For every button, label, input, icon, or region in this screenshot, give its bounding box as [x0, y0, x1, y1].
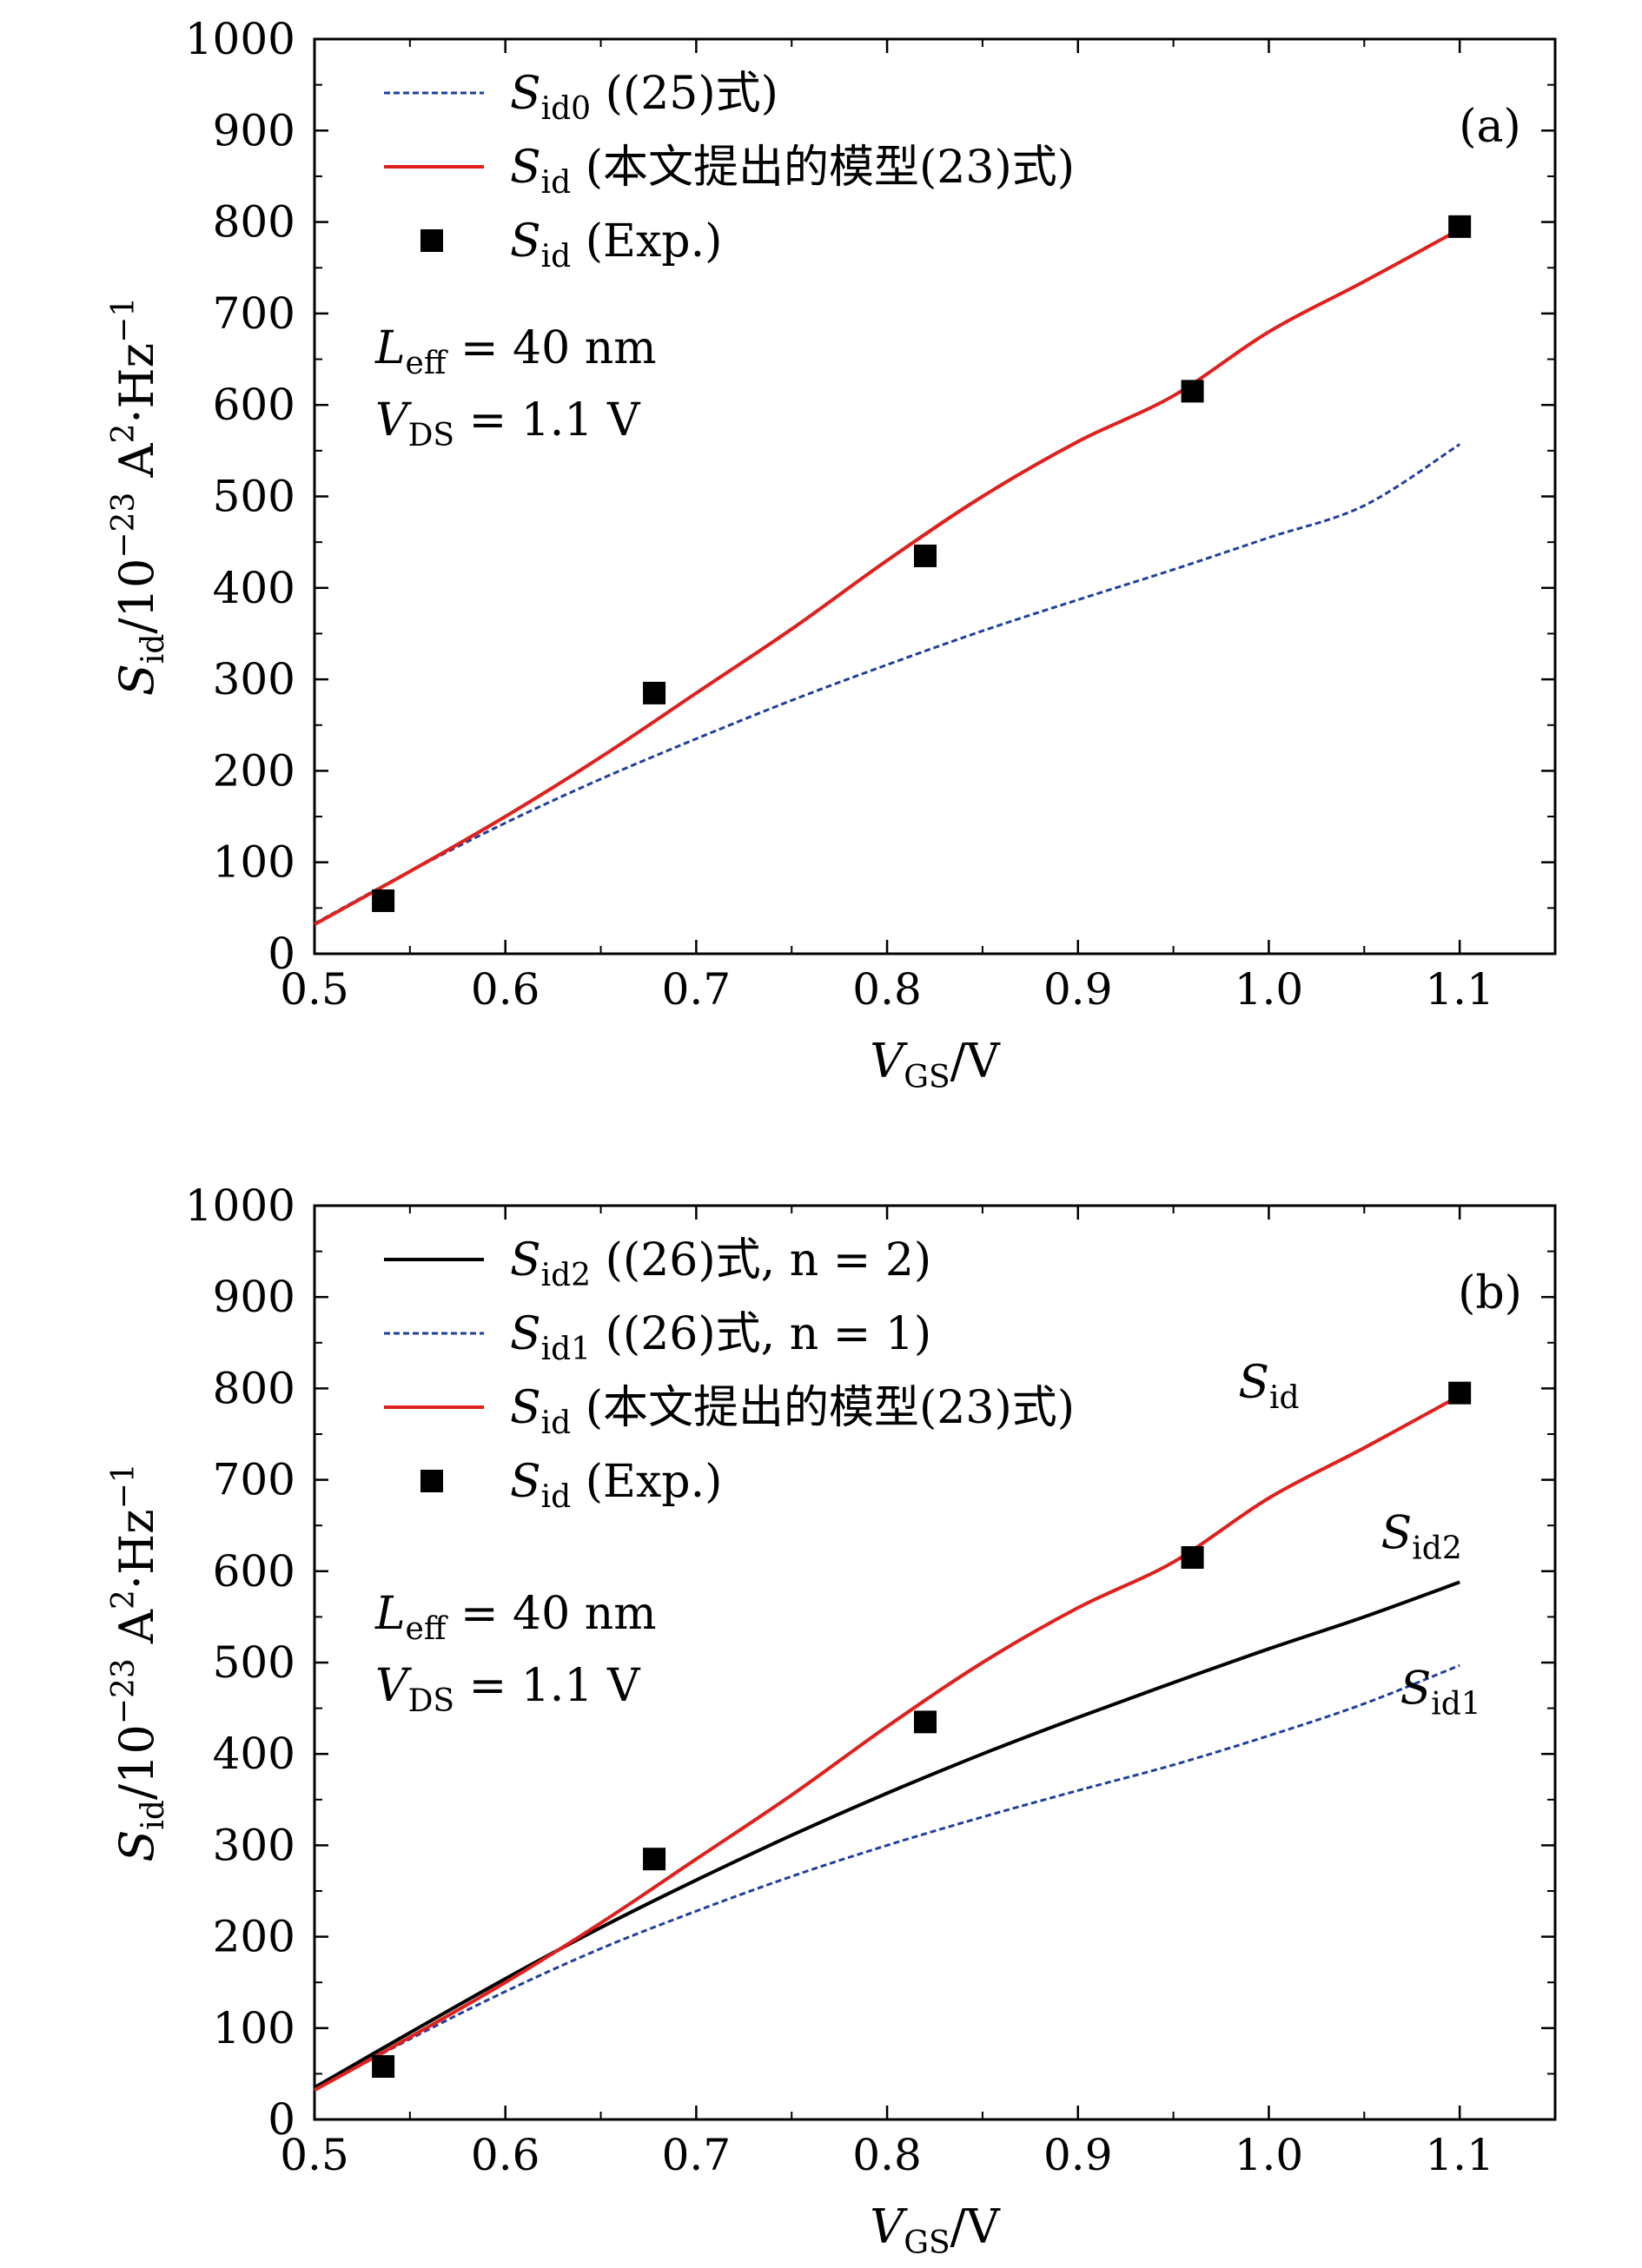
annotation-leff: Leff = 40 nm: [374, 1588, 657, 1647]
annotation-vds: VDS = 1.1 V: [375, 1660, 641, 1719]
y-tick-label: 900: [213, 1272, 295, 1322]
curve-label: Sid1: [1400, 1663, 1481, 1722]
y-axis-label-group: Sid/10−23 A2·Hz−1: [106, 1463, 171, 1861]
x-tick-label: 0.6: [471, 2130, 540, 2180]
y-axis-label: Sid/10−23 A2·Hz−1: [106, 297, 171, 696]
annotation-vds: VDS = 1.1 V: [375, 394, 641, 453]
y-axis-label-group: Sid/10−23 A2·Hz−1: [106, 297, 171, 696]
legend-marker: [420, 229, 443, 252]
legend-entry: Sid (本文提出的模型(23)式): [510, 142, 1075, 201]
data-point-exp: [643, 681, 666, 704]
data-point-exp: [914, 1710, 937, 1734]
series-line-sid2: [314, 1580, 1460, 2089]
y-tick-label: 300: [213, 1820, 295, 1870]
series-line-sid0: [314, 443, 1461, 925]
x-axis-label: VGS/V: [870, 2199, 1001, 2261]
x-tick-label: 0.9: [1043, 964, 1113, 1015]
y-tick-label: 700: [213, 288, 295, 339]
legend-marker: [420, 1470, 443, 1492]
data-point-exp: [1448, 215, 1472, 238]
y-tick-label: 900: [213, 105, 295, 155]
x-tick-label: 1.1: [1425, 964, 1494, 1015]
y-tick-label: 0: [268, 2094, 295, 2145]
data-point-exp: [372, 2054, 395, 2078]
annotation-leff: Leff = 40 nm: [374, 322, 657, 381]
panel-label: (a): [1459, 101, 1521, 153]
x-axis-label: VGS/V: [870, 1034, 1001, 1095]
data-point-exp: [914, 544, 937, 567]
chart-panel-b: 0.5 0.6 0.7 0.8 0.9 1.0 1.1 0 100 200 300 400 500 600…: [106, 1180, 1557, 2261]
curve-label: Sid: [1238, 1357, 1299, 1416]
series-line-sid: [314, 228, 1461, 927]
legend-entry: Sid (Exp.): [510, 215, 722, 274]
x-tick-label: 0.6: [471, 964, 540, 1015]
y-tick-label: 800: [213, 1363, 295, 1413]
x-tick-label: 0.5: [280, 2130, 349, 2180]
x-tick-label: 0.8: [852, 964, 922, 1015]
panel-label: (b): [1458, 1267, 1522, 1319]
x-tick-label: 1.1: [1425, 2130, 1494, 2180]
series-line-sid: [314, 1394, 1461, 2093]
y-tick-label: 100: [213, 837, 295, 888]
x-tick-label: 0.7: [662, 964, 732, 1015]
series-line-sid1: [314, 1663, 1460, 2092]
data-point-exp: [1181, 1546, 1204, 1570]
legend-entry: Sid (本文提出的模型(23)式): [510, 1382, 1075, 1441]
y-tick-label: 600: [213, 380, 295, 430]
data-point-exp: [1181, 380, 1204, 403]
x-tick-label: 0.9: [1043, 2130, 1113, 2180]
y-tick-label: 1000: [185, 1180, 295, 1231]
chart-panel-a: 0.5 0.6 0.7 0.8 0.9 1.0 1.1 0 100 200 300 400 500 600…: [106, 14, 1557, 1095]
y-tick-label: 200: [213, 745, 295, 796]
y-tick-label: 300: [213, 654, 295, 704]
y-tick-label: 700: [213, 1455, 295, 1505]
x-tick-label: 1.0: [1235, 964, 1304, 1015]
y-tick-label: 200: [213, 1912, 295, 1962]
x-tick-label: 0.7: [662, 2130, 732, 2180]
data-point-exp: [643, 1848, 666, 1871]
y-tick-label: 500: [213, 472, 295, 522]
x-tick-label: 1.0: [1235, 2130, 1304, 2180]
y-tick-label: 800: [213, 197, 295, 248]
x-tick-label: 0.8: [852, 2130, 922, 2180]
curve-label: Sid2: [1381, 1508, 1462, 1567]
y-tick-label: 600: [213, 1546, 295, 1597]
data-point-exp: [1448, 1381, 1472, 1405]
legend-entry: Sid0 ((25)式): [510, 68, 778, 127]
y-axis-label: Sid/10−23 A2·Hz−1: [106, 1463, 171, 1861]
y-tick-label: 500: [213, 1637, 295, 1688]
x-tick-label: 0.5: [280, 964, 349, 1015]
legend-entry: Sid2 ((26)式, n = 2): [510, 1234, 931, 1293]
legend-entry: Sid1 ((26)式, n = 1): [510, 1308, 931, 1367]
legend-entry: Sid (Exp.): [510, 1456, 722, 1515]
y-tick-label: 0: [268, 929, 295, 979]
y-tick-label: 1000: [185, 14, 295, 64]
y-tick-label: 400: [213, 563, 295, 613]
y-tick-label: 100: [213, 2003, 295, 2053]
y-tick-label: 400: [213, 1729, 295, 1779]
data-point-exp: [372, 889, 395, 912]
